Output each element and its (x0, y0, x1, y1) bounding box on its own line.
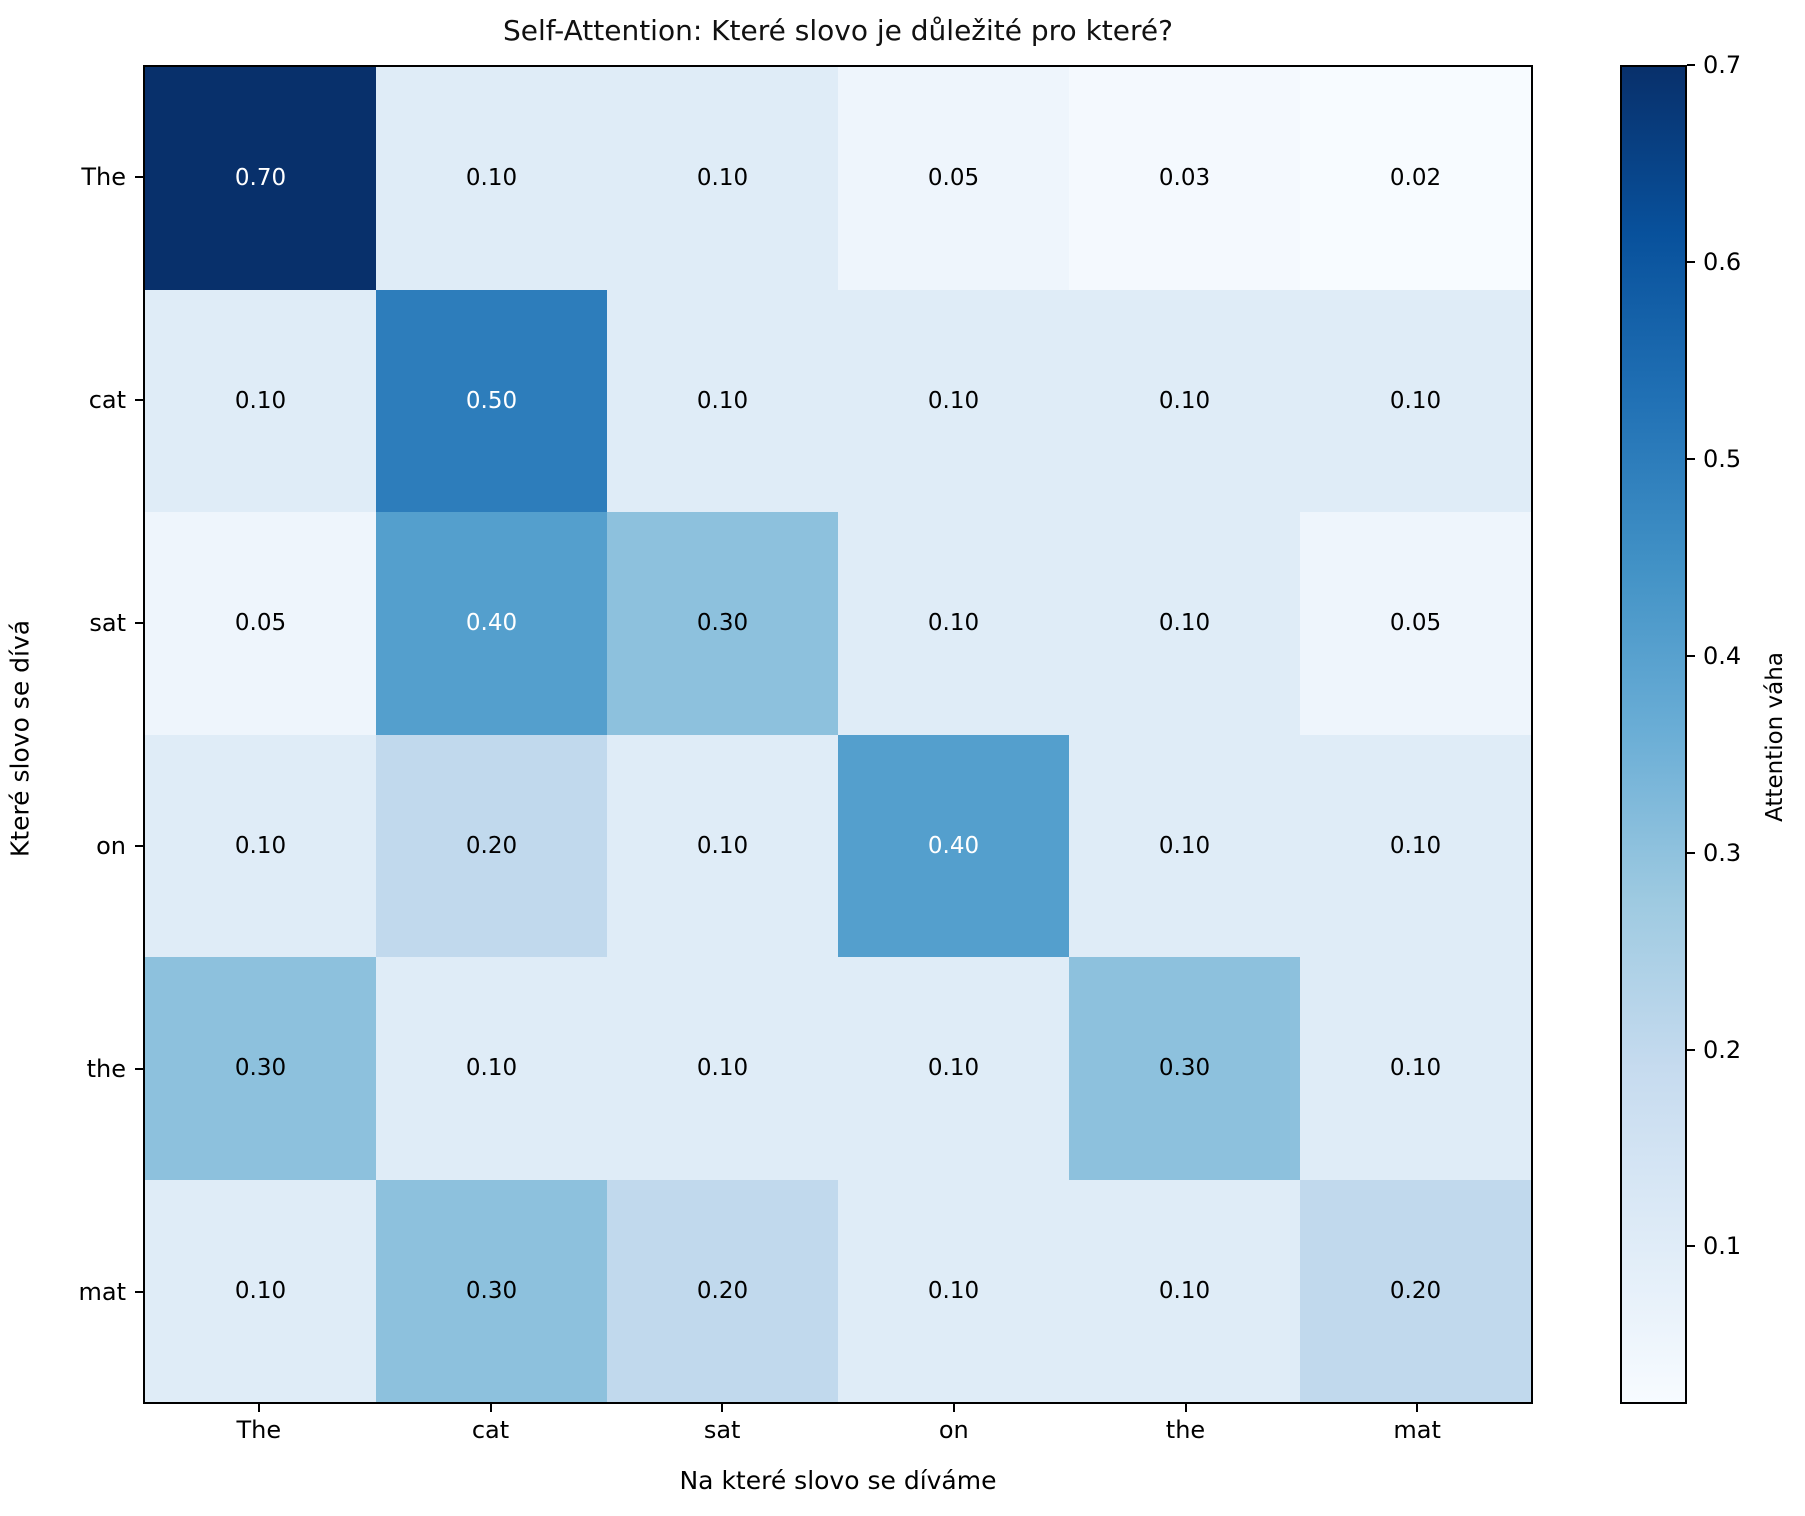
heatmap-cell-cat-The: 0.10 (145, 289, 376, 512)
y-tick-mark (135, 621, 143, 624)
colorbar-tick-mark (1687, 654, 1695, 657)
x-tick-label-mat: mat (1393, 1416, 1441, 1444)
x-tick-label-cat: cat (471, 1416, 510, 1444)
y-tick-mark (135, 398, 143, 401)
x-tick-mark (257, 1404, 260, 1412)
heatmap-cell-cat-cat: 0.50 (376, 289, 607, 512)
x-tick-label-the: the (1165, 1416, 1206, 1444)
y-axis-label: Které slovo se dívá (5, 619, 35, 858)
y-tick-label-cat: cat (88, 385, 126, 414)
colorbar-tick-label-0.7: 0.7 (1703, 51, 1742, 79)
heatmap-cell-the-sat: 0.10 (607, 957, 838, 1180)
heatmap-cell-on-the: 0.10 (1069, 734, 1300, 957)
heatmap-cell-sat-mat: 0.05 (1300, 512, 1531, 735)
heatmap-cell-The-mat: 0.02 (1300, 67, 1531, 290)
heatmap-cell-sat-cat: 0.40 (376, 512, 607, 735)
heatmap-cell-mat-mat: 0.20 (1300, 1179, 1531, 1402)
x-tick-label-The: The (236, 1416, 282, 1444)
colorbar-tick-mark (1687, 64, 1695, 66)
heatmap-cell-mat-The: 0.10 (145, 1179, 376, 1402)
colorbar (1620, 65, 1687, 1404)
colorbar-tick-mark (1687, 457, 1695, 460)
colorbar-tick-mark (1687, 1048, 1695, 1051)
heatmap-cell-mat-sat: 0.20 (607, 1179, 838, 1402)
heatmap-cell-cat-the: 0.10 (1069, 289, 1300, 512)
heatmap-cell-cat-sat: 0.10 (607, 289, 838, 512)
y-tick-mark (135, 1291, 143, 1294)
heatmap-cell-mat-cat: 0.30 (376, 1179, 607, 1402)
colorbar-tick-label-0.3: 0.3 (1703, 838, 1742, 867)
y-tick-mark (135, 845, 143, 848)
heatmap-cell-on-sat: 0.10 (607, 734, 838, 957)
heatmap-cell-on-The: 0.10 (145, 734, 376, 957)
colorbar-tick-label-0.1: 0.1 (1703, 1232, 1742, 1261)
colorbar-tick-mark (1687, 1245, 1695, 1248)
x-tick-mark (1416, 1404, 1419, 1412)
y-tick-label-on: on (96, 832, 126, 861)
colorbar-tick-label-0.2: 0.2 (1703, 1035, 1742, 1064)
x-tick-mark (721, 1404, 724, 1412)
y-tick-label-The: The (81, 162, 126, 191)
heatmap-cell-sat-the: 0.10 (1069, 512, 1300, 735)
heatmap-cell-the-the: 0.30 (1069, 957, 1300, 1180)
x-tick-label-sat: sat (703, 1416, 741, 1444)
heatmap-cell-sat-The: 0.05 (145, 512, 376, 735)
heatmap-cell-The-the: 0.03 (1069, 67, 1300, 290)
heatmap-cell-the-mat: 0.10 (1300, 957, 1531, 1180)
heatmap-cell-the-The: 0.30 (145, 957, 376, 1180)
chart-title: Self-Attention: Které slovo je důležité … (503, 14, 1173, 47)
colorbar-tick-mark (1687, 260, 1695, 263)
colorbar-tick-mark (1687, 851, 1695, 854)
heatmap-cell-the-on: 0.10 (838, 957, 1069, 1180)
heatmap-cell-sat-sat: 0.30 (607, 512, 838, 735)
colorbar-tick-label-0.6: 0.6 (1703, 247, 1742, 276)
heatmap-cell-on-on: 0.40 (838, 734, 1069, 957)
heatmap-cell-The-cat: 0.10 (376, 67, 607, 290)
colorbar-label: Attention váha (1762, 652, 1788, 822)
y-tick-mark (135, 1068, 143, 1071)
heatmap-cell-The-on: 0.05 (838, 67, 1069, 290)
heatmap-cell-on-mat: 0.10 (1300, 734, 1531, 957)
heatmap-cell-The-The: 0.70 (145, 67, 376, 290)
x-tick-mark (952, 1404, 955, 1412)
heatmap-grid: 0.70 0.10 0.10 0.05 0.03 0.02 0.10 0.50 0.10 0.10… (143, 65, 1533, 1404)
y-tick-mark (135, 175, 143, 178)
colorbar-tick-label-0.4: 0.4 (1703, 641, 1742, 670)
heatmap-cell-sat-on: 0.10 (838, 512, 1069, 735)
x-tick-label-on: on (938, 1416, 969, 1444)
x-axis-label: Na které slovo se díváme (679, 1466, 997, 1495)
y-tick-label-the: the (86, 1055, 126, 1084)
y-tick-label-sat: sat (89, 608, 126, 637)
heatmap-cell-The-sat: 0.10 (607, 67, 838, 290)
colorbar-tick-label-0.5: 0.5 (1703, 444, 1742, 473)
heatmap-cell-on-cat: 0.20 (376, 734, 607, 957)
x-tick-mark (489, 1404, 492, 1412)
heatmap-cell-mat-the: 0.10 (1069, 1179, 1300, 1402)
x-tick-mark (1184, 1404, 1187, 1412)
heatmap-cell-the-cat: 0.10 (376, 957, 607, 1180)
y-tick-label-mat: mat (78, 1278, 127, 1307)
heatmap-cell-cat-mat: 0.10 (1300, 289, 1531, 512)
heatmap-cell-mat-on: 0.10 (838, 1179, 1069, 1402)
heatmap-cell-cat-on: 0.10 (838, 289, 1069, 512)
